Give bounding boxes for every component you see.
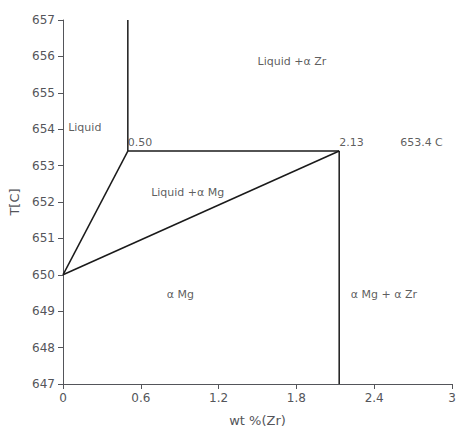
svg-text:647: 647 bbox=[32, 377, 55, 391]
svg-text:Liquid: Liquid bbox=[68, 121, 101, 134]
svg-text:α Mg: α Mg bbox=[167, 288, 194, 301]
svg-text:0: 0 bbox=[59, 391, 67, 405]
svg-text:656: 656 bbox=[32, 49, 55, 63]
svg-text:654: 654 bbox=[32, 122, 55, 136]
svg-text:1.8: 1.8 bbox=[287, 391, 306, 405]
svg-text:648: 648 bbox=[32, 341, 55, 355]
svg-text:0.6: 0.6 bbox=[131, 391, 150, 405]
svg-text:Liquid +α Mg: Liquid +α Mg bbox=[151, 186, 224, 199]
svg-text:2.4: 2.4 bbox=[365, 391, 384, 405]
svg-text:655: 655 bbox=[32, 86, 55, 100]
svg-text:649: 649 bbox=[32, 304, 55, 318]
svg-text:1.2: 1.2 bbox=[209, 391, 228, 405]
svg-text:wt %(Zr): wt %(Zr) bbox=[229, 413, 286, 428]
svg-text:2.13: 2.13 bbox=[339, 136, 364, 149]
svg-text:657: 657 bbox=[32, 13, 55, 27]
svg-text:650: 650 bbox=[32, 268, 55, 282]
svg-text:3: 3 bbox=[448, 391, 456, 405]
svg-text:652: 652 bbox=[32, 195, 55, 209]
svg-text:653.4 C: 653.4 C bbox=[400, 136, 443, 149]
svg-text:Liquid +α Zr: Liquid +α Zr bbox=[258, 55, 327, 68]
svg-text:T[C]: T[C] bbox=[7, 188, 22, 216]
svg-text:0.50: 0.50 bbox=[128, 136, 153, 149]
svg-text:653: 653 bbox=[32, 159, 55, 173]
svg-text:α Mg + α Zr: α Mg + α Zr bbox=[351, 288, 418, 301]
svg-text:651: 651 bbox=[32, 231, 55, 245]
